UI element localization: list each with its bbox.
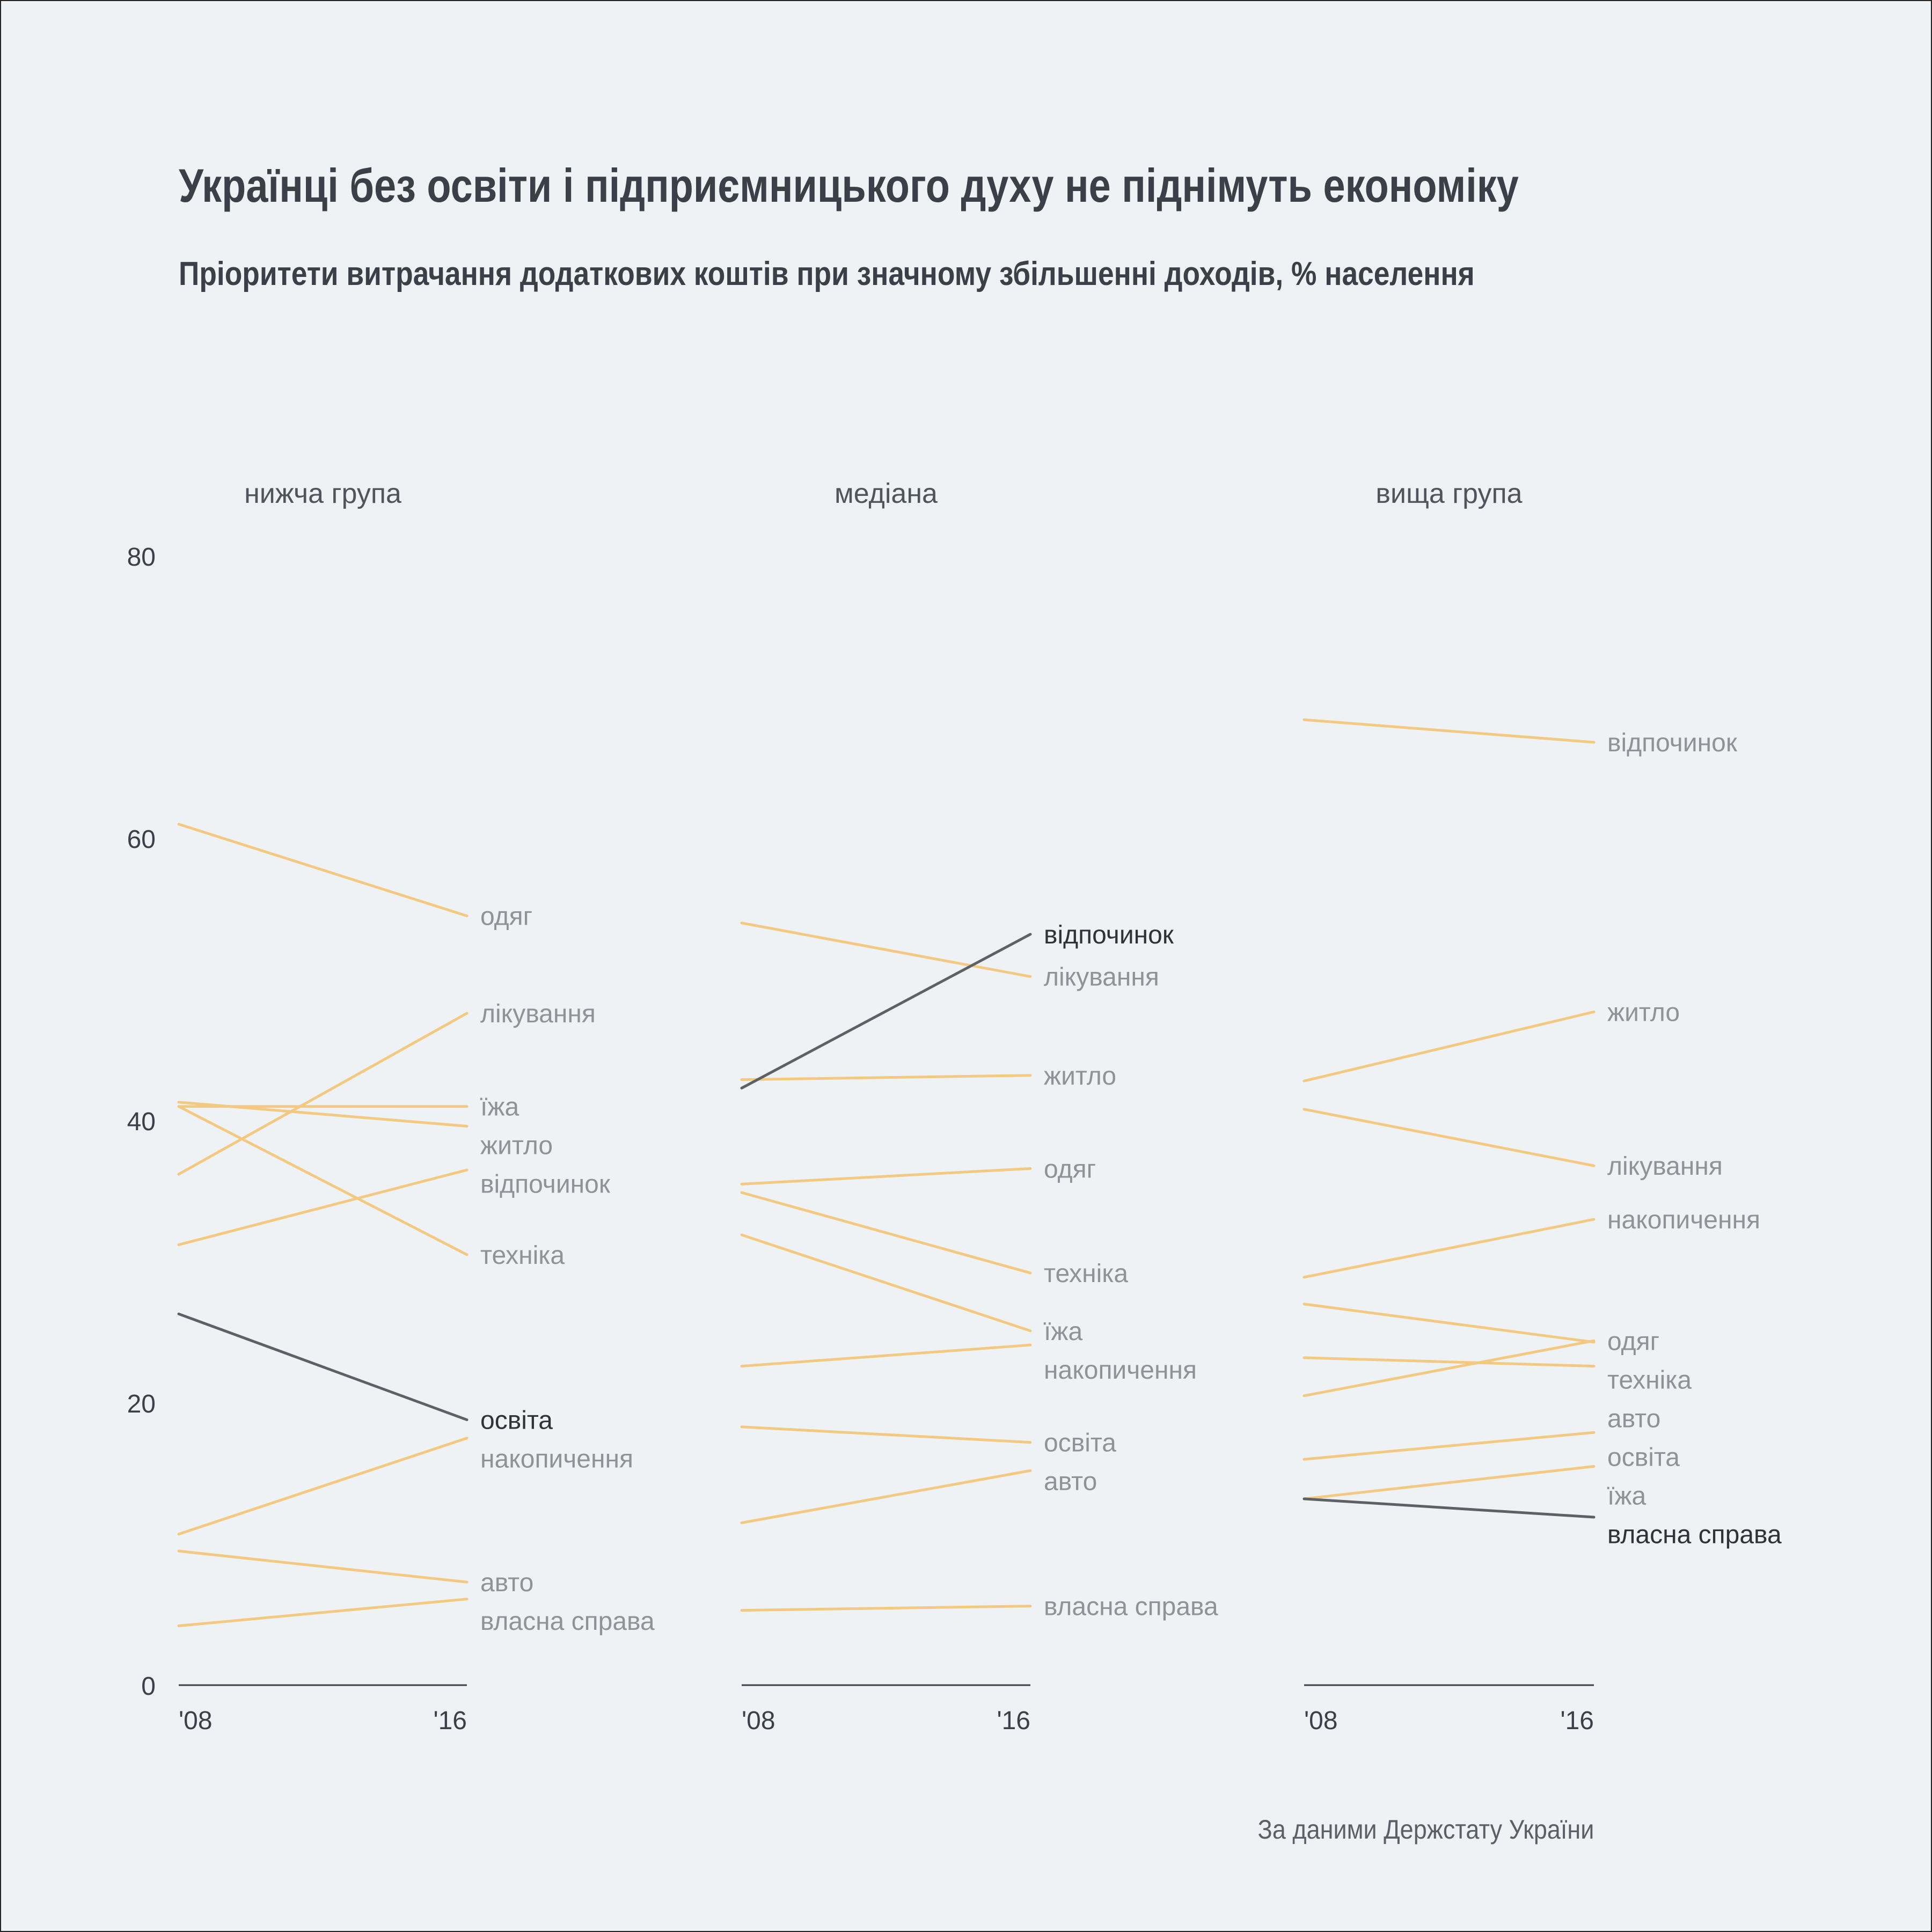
panel-2-series-line-накопичення [740, 1343, 1032, 1368]
panel-2-title: медіана [835, 478, 938, 509]
panel-2-series-label-житло: житло [1044, 1062, 1116, 1091]
panel-2-series-line-житло [740, 1074, 1032, 1081]
panel-1-series-line-одяг [177, 823, 469, 918]
panel-1-series-label-відпочинок: відпочинок [480, 1170, 611, 1199]
panel-3-x-tick-label: '08 [1304, 1707, 1338, 1735]
panel-1-series-line-власна-справа [177, 1598, 469, 1628]
panel-3-series-label-одяг: одяг [1607, 1327, 1659, 1356]
panel-1-series-line-освіта [177, 1312, 469, 1422]
panel-1-series-label-техніка: техніка [480, 1241, 565, 1270]
panel-1-series-line-лікування [177, 1012, 469, 1176]
panel-3-series-line-відпочинок [1302, 718, 1596, 744]
source-note: За даними Держстату України [1257, 1814, 1594, 1845]
panel-3-title: вища група [1375, 478, 1522, 509]
panel-3-series-label-накопичення: накопичення [1607, 1206, 1760, 1234]
panel-1-x-tick-label: '16 [433, 1707, 467, 1735]
panel-3-series-line-одяг [1302, 1339, 1596, 1397]
panel-3-series-label-лікування: лікування [1607, 1152, 1723, 1181]
panel-3-series-line-житло [1302, 1010, 1596, 1082]
panel-3-series-line-лікування [1302, 1108, 1596, 1167]
panel-2-series-label-техніка: техніка [1044, 1260, 1128, 1288]
panel-2-series-line-авто [740, 1469, 1032, 1525]
y-tick-label: 80 [127, 543, 156, 572]
panel-3-series-line-їжа [1302, 1465, 1596, 1501]
panel-3-series-label-освіта: освіта [1607, 1443, 1680, 1472]
panel-2-series-label-одяг: одяг [1044, 1155, 1096, 1183]
chart-title: Українці без освіти і підприємницького д… [179, 159, 1519, 212]
panel-2-series-label-їжа: їжа [1043, 1318, 1082, 1346]
y-tick-label: 20 [127, 1390, 156, 1418]
panel-3-series-line-освіта [1302, 1431, 1596, 1461]
panel-1-title: нижча група [244, 478, 401, 509]
panel-1-series-label-лікування: лікування [480, 1000, 596, 1028]
panel-3-series-label-відпочинок: відпочинок [1607, 729, 1738, 757]
panel-3-series-label-житло: житло [1607, 998, 1680, 1027]
panel-2-series-line-освіта [740, 1425, 1032, 1444]
panel-2-series-line-техніка [740, 1191, 1032, 1275]
panel-1-series-label-освіта: освіта [480, 1407, 553, 1435]
panel-1-series-label-їжа: їжа [480, 1093, 519, 1122]
y-tick-label: 40 [127, 1108, 156, 1136]
panel-3-x-tick-label: '16 [1560, 1707, 1594, 1735]
panel-3-series-label-техніка: техніка [1607, 1366, 1692, 1394]
y-tick-label: 0 [141, 1672, 156, 1701]
panel-2-series-line-одяг [740, 1167, 1032, 1185]
panel-2-series-label-відпочинок: відпочинок [1044, 921, 1174, 949]
panel-2-series-line-їжа [740, 1233, 1032, 1333]
panel-3-series-line-власна-справа [1302, 1497, 1596, 1519]
chart-subtitle: Пріоритети витрачання додаткових коштів … [179, 255, 1475, 292]
panel-1-series-label-накопичення: накопичення [480, 1445, 633, 1474]
panel-1-series-label-одяг: одяг [480, 903, 532, 931]
panel-2-series-label-авто: авто [1044, 1468, 1097, 1496]
panel-2-series-label-освіта: освіта [1044, 1429, 1116, 1458]
panel-2-series-label-накопичення: накопичення [1044, 1356, 1197, 1385]
panel-1-series-line-житло [177, 1101, 469, 1128]
panel-2-series-label-власна-справа: власна справа [1044, 1593, 1218, 1621]
panel-3-series-label-власна-справа: власна справа [1607, 1520, 1782, 1549]
panel-1-series-line-відпочинок [177, 1168, 469, 1246]
panel-2-series-line-відпочинок [740, 933, 1032, 1090]
panel-1-series-label-житло: житло [480, 1132, 553, 1160]
panel-3-series-label-їжа: їжа [1607, 1482, 1646, 1510]
panel-2-x-tick-label: '08 [742, 1707, 775, 1735]
panel-2-x-tick-label: '16 [997, 1707, 1030, 1735]
panel-3-series-line-авто [1302, 1356, 1596, 1368]
panel-1-series-line-авто [177, 1549, 469, 1584]
panel-3-series-line-техніка [1302, 1302, 1596, 1344]
panel-1-x-tick-label: '08 [179, 1707, 213, 1735]
panel-2-series-label-лікування: лікування [1044, 963, 1159, 992]
panel-3-series-line-накопичення [1302, 1218, 1596, 1279]
panel-1-series-line-техніка [177, 1105, 469, 1256]
panel-1-series-line-накопичення [177, 1437, 469, 1536]
panel-2-series-line-власна-справа [740, 1605, 1032, 1612]
panel-2-series-line-лікування [740, 921, 1032, 978]
panel-1-series-label-власна-справа: власна справа [480, 1607, 655, 1636]
panel-1-series-label-авто: авто [480, 1569, 533, 1597]
y-tick-label: 60 [127, 825, 156, 854]
panel-3-series-label-авто: авто [1607, 1404, 1660, 1433]
